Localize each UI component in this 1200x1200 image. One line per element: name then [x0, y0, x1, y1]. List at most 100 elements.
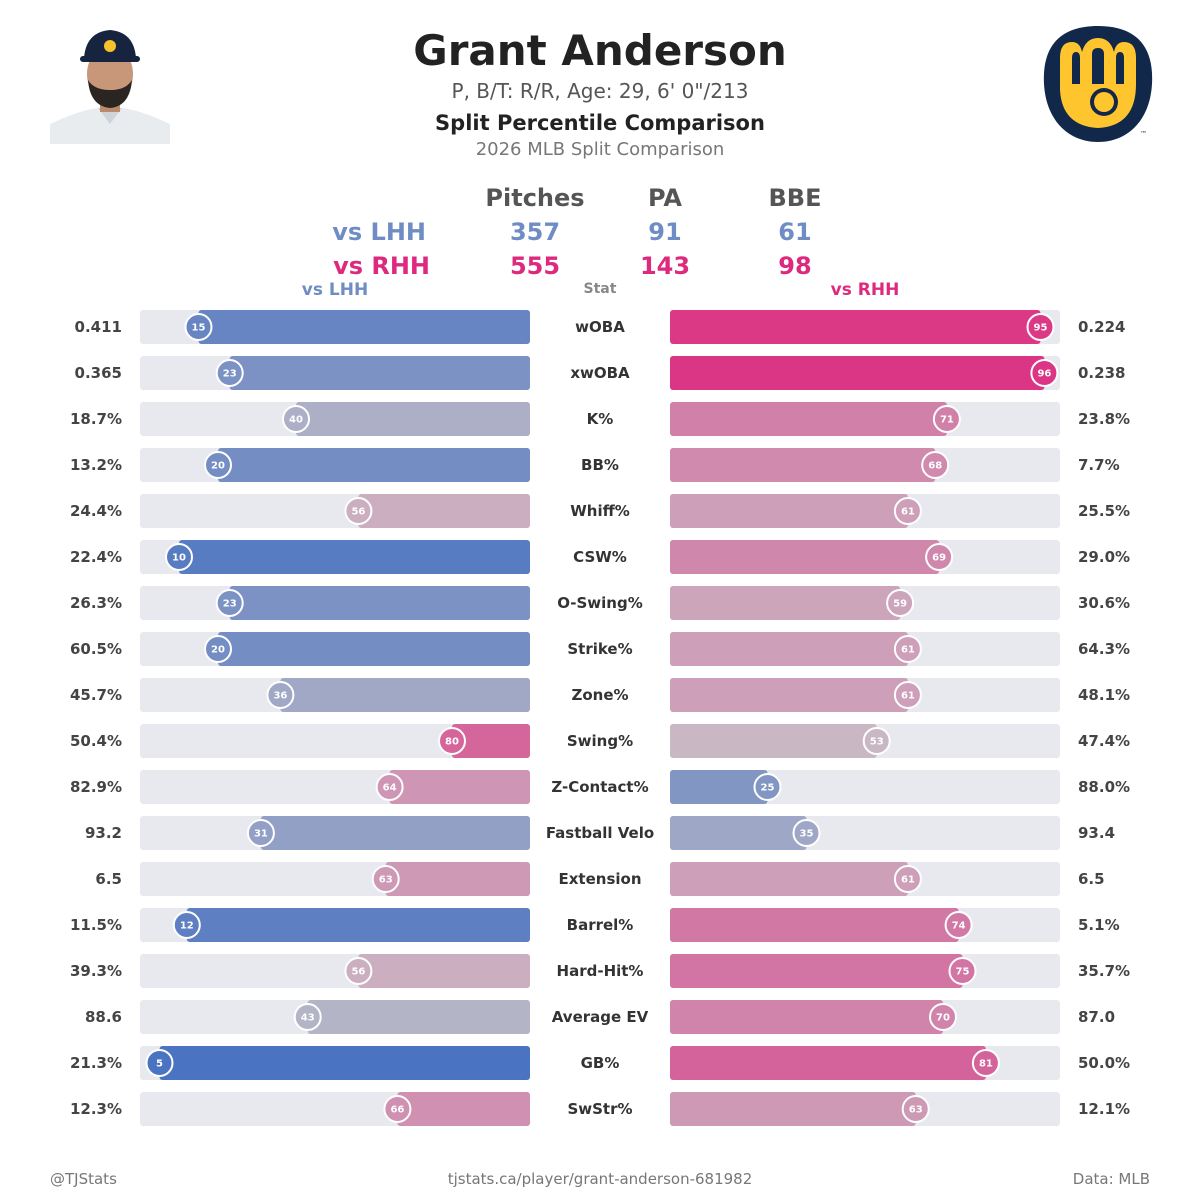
- pct-rhh-swing-: 53: [870, 737, 884, 748]
- marker-rhh-gb-: [971, 1049, 1000, 1077]
- bar-lhh-extension: [385, 862, 530, 896]
- value-lhh-k-: 18.7%: [70, 410, 122, 428]
- pct-rhh-average-ev: 70: [936, 1013, 950, 1024]
- marker-lhh-fastball-velo: [246, 819, 275, 847]
- pct-rhh-csw-: 69: [932, 553, 946, 564]
- value-rhh-swstr-: 12.1%: [1078, 1100, 1130, 1118]
- stat-label-barrel-: Barrel%: [567, 916, 634, 934]
- bar-rhh-average-ev: [670, 1000, 943, 1034]
- stat-label-fastball-velo: Fastball Velo: [546, 824, 654, 842]
- marker-rhh-extension: [893, 865, 922, 893]
- pct-rhh-hard-hit-: 75: [956, 967, 970, 978]
- pct-rhh-k-: 71: [940, 415, 954, 426]
- value-lhh-o-swing-: 26.3%: [70, 594, 122, 612]
- pct-rhh-barrel-: 74: [952, 921, 966, 932]
- value-lhh-strike-: 60.5%: [70, 640, 122, 658]
- value-rhh-average-ev: 87.0: [1078, 1008, 1115, 1026]
- marker-lhh-average-ev: [293, 1003, 322, 1031]
- pct-rhh-fastball-velo: 35: [800, 829, 814, 840]
- stat-label-strike-: Strike%: [567, 640, 632, 658]
- bar-lhh-o-swing-: [229, 586, 530, 620]
- chart-title: Split Percentile Comparison: [435, 111, 765, 135]
- pct-lhh-k-: 40: [289, 415, 303, 426]
- column-header-lhh: vs LHH: [301, 280, 369, 300]
- summary-header-bbe: BBE: [768, 184, 822, 212]
- pct-lhh-zone-: 36: [273, 691, 287, 702]
- marker-lhh-xwoba: [215, 359, 244, 387]
- marker-rhh-hard-hit-: [948, 957, 977, 985]
- marker-lhh-o-swing-: [215, 589, 244, 617]
- marker-lhh-barrel-: [172, 911, 201, 939]
- bar-lhh-fastball-velo: [260, 816, 530, 850]
- pct-lhh-hard-hit-: 56: [351, 967, 365, 978]
- stat-label-average-ev: Average EV: [552, 1008, 649, 1026]
- marker-lhh-csw-: [165, 543, 193, 571]
- value-lhh-average-ev: 88.6: [85, 1008, 122, 1026]
- column-header-stat: Stat: [583, 281, 617, 297]
- pct-lhh-xwoba: 23: [223, 369, 237, 380]
- pct-lhh-csw-: 10: [172, 553, 186, 564]
- summary-rhh-pitches: 555: [509, 252, 561, 280]
- value-lhh-hard-hit-: 39.3%: [70, 962, 122, 980]
- footer-source: Data: MLB: [1072, 1170, 1150, 1188]
- team-logo: ™: [1043, 26, 1153, 142]
- bar-rhh-whiff-: [670, 494, 908, 528]
- value-rhh-k-: 23.8%: [1078, 410, 1130, 428]
- value-lhh-barrel-: 11.5%: [70, 916, 122, 934]
- stat-label-woba: wOBA: [575, 318, 625, 336]
- value-lhh-fastball-velo: 93.2: [85, 824, 122, 842]
- marker-rhh-swstr-: [901, 1095, 930, 1123]
- bar-rhh-xwoba: [670, 356, 1045, 390]
- column-header-rhh: vs RHH: [830, 280, 900, 300]
- pct-lhh-o-swing-: 23: [223, 599, 237, 610]
- marker-rhh-strike-: [893, 635, 922, 663]
- value-lhh-extension: 6.5: [95, 870, 122, 888]
- pct-lhh-gb-: 5: [156, 1059, 163, 1070]
- summary-rhh-bbe: 98: [778, 252, 812, 280]
- bar-lhh-swstr-: [397, 1092, 530, 1126]
- pct-rhh-z-contact-: 25: [761, 783, 775, 794]
- bar-rhh-woba: [670, 310, 1041, 344]
- stat-label-extension: Extension: [559, 870, 642, 888]
- value-rhh-swing-: 47.4%: [1078, 732, 1130, 750]
- pct-rhh-gb-: 81: [979, 1059, 993, 1070]
- value-lhh-xwoba: 0.365: [75, 364, 122, 382]
- pct-lhh-fastball-velo: 31: [254, 829, 268, 840]
- value-lhh-gb-: 21.3%: [70, 1054, 122, 1072]
- value-rhh-csw-: 29.0%: [1078, 548, 1130, 566]
- value-rhh-woba: 0.224: [1078, 318, 1125, 336]
- marker-rhh-barrel-: [944, 911, 973, 939]
- summary-lhh-pa: 91: [648, 218, 682, 246]
- marker-lhh-woba: [184, 313, 213, 341]
- pct-rhh-strike-: 61: [901, 645, 915, 656]
- value-rhh-zone-: 48.1%: [1078, 686, 1130, 704]
- stat-label-zone-: Zone%: [571, 686, 628, 704]
- marker-lhh-whiff-: [344, 497, 373, 525]
- bar-lhh-gb-: [159, 1046, 530, 1080]
- bar-rhh-k-: [670, 402, 947, 436]
- marker-lhh-swstr-: [383, 1095, 412, 1123]
- summary-header-pa: PA: [648, 184, 682, 212]
- footer-credit: @TJStats: [50, 1170, 117, 1188]
- value-rhh-z-contact-: 88.0%: [1078, 778, 1130, 796]
- pct-rhh-o-swing-: 59: [893, 599, 907, 610]
- marker-rhh-csw-: [925, 543, 954, 571]
- value-rhh-fastball-velo: 93.4: [1078, 824, 1115, 842]
- marker-rhh-o-swing-: [886, 589, 915, 617]
- pct-rhh-zone-: 61: [901, 691, 915, 702]
- value-lhh-swstr-: 12.3%: [70, 1100, 122, 1118]
- bar-lhh-hard-hit-: [358, 954, 530, 988]
- pct-lhh-bb-: 20: [211, 461, 225, 472]
- bar-lhh-z-contact-: [389, 770, 530, 804]
- stat-label-swing-: Swing%: [567, 732, 633, 750]
- pct-lhh-swstr-: 66: [390, 1105, 404, 1116]
- value-lhh-whiff-: 24.4%: [70, 502, 122, 520]
- marker-rhh-whiff-: [893, 497, 922, 525]
- bar-rhh-o-swing-: [670, 586, 901, 620]
- stat-label-gb-: GB%: [581, 1054, 620, 1072]
- stat-label-csw-: CSW%: [573, 548, 627, 566]
- marker-rhh-xwoba: [1030, 359, 1059, 387]
- pct-lhh-z-contact-: 64: [383, 783, 397, 794]
- bar-rhh-fastball-velo: [670, 816, 807, 850]
- summary-lhh-pitches: 357: [509, 218, 561, 246]
